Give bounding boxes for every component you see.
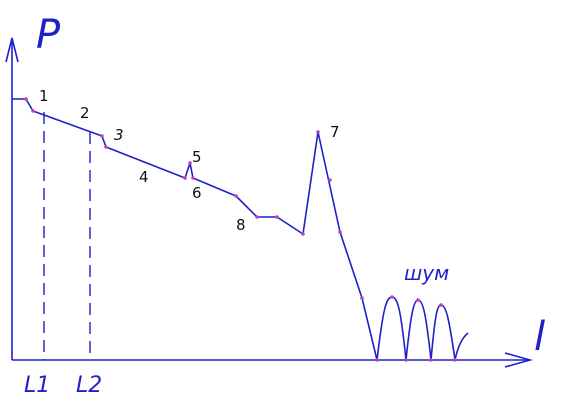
point-label-5: 5: [192, 148, 202, 166]
marker-l2-label: L2: [76, 373, 102, 398]
point-label-6: 6: [192, 184, 202, 202]
y-axis-arrow: [5, 37, 19, 63]
noise-trace: [376, 296, 469, 361]
y-axis-label: P: [36, 12, 61, 58]
signal-trace: [12, 98, 378, 361]
noise-label: шум: [404, 261, 449, 285]
point-label-4: 4: [139, 168, 149, 186]
x-axis-arrow: [504, 352, 533, 368]
trace-vertices: [24, 97, 457, 362]
point-label-2: 2: [80, 104, 90, 122]
x-axis-label: l: [534, 314, 545, 360]
point-label-8: 8: [236, 216, 246, 234]
point-label-7: 7: [330, 123, 340, 141]
point-label-3: 3: [114, 126, 124, 144]
marker-l1-label: L1: [24, 373, 50, 398]
point-label-1: 1: [39, 87, 49, 105]
